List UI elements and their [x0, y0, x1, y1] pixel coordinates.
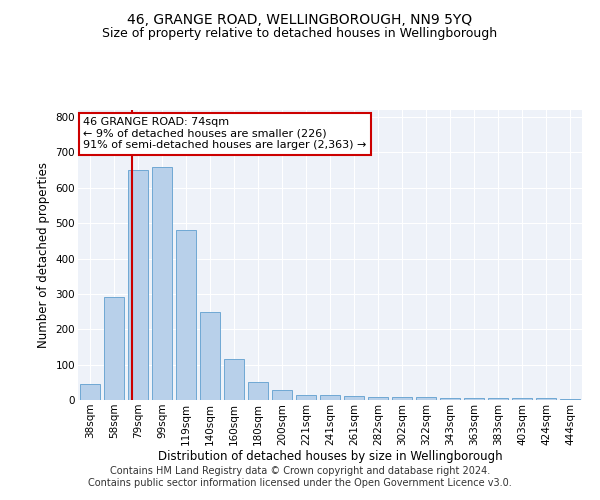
Bar: [104, 298, 124, 400]
Bar: [248, 382, 268, 400]
Text: Size of property relative to detached houses in Wellingborough: Size of property relative to detached ho…: [103, 28, 497, 40]
Bar: [200, 312, 220, 400]
Text: Contains HM Land Registry data © Crown copyright and database right 2024.
Contai: Contains HM Land Registry data © Crown c…: [88, 466, 512, 487]
Bar: [320, 394, 340, 400]
Text: 46, GRANGE ROAD, WELLINGBOROUGH, NN9 5YQ: 46, GRANGE ROAD, WELLINGBOROUGH, NN9 5YQ: [127, 12, 473, 26]
Bar: [368, 397, 388, 400]
Bar: [536, 398, 556, 400]
Bar: [272, 390, 292, 400]
Bar: [440, 398, 460, 400]
X-axis label: Distribution of detached houses by size in Wellingborough: Distribution of detached houses by size …: [158, 450, 502, 464]
Bar: [296, 394, 316, 400]
Y-axis label: Number of detached properties: Number of detached properties: [37, 162, 50, 348]
Bar: [464, 398, 484, 400]
Bar: [152, 166, 172, 400]
Bar: [344, 396, 364, 400]
Bar: [224, 360, 244, 400]
Bar: [416, 397, 436, 400]
Bar: [512, 398, 532, 400]
Bar: [128, 170, 148, 400]
Bar: [80, 384, 100, 400]
Bar: [176, 230, 196, 400]
Text: 46 GRANGE ROAD: 74sqm
← 9% of detached houses are smaller (226)
91% of semi-deta: 46 GRANGE ROAD: 74sqm ← 9% of detached h…: [83, 117, 367, 150]
Bar: [488, 398, 508, 400]
Bar: [392, 397, 412, 400]
